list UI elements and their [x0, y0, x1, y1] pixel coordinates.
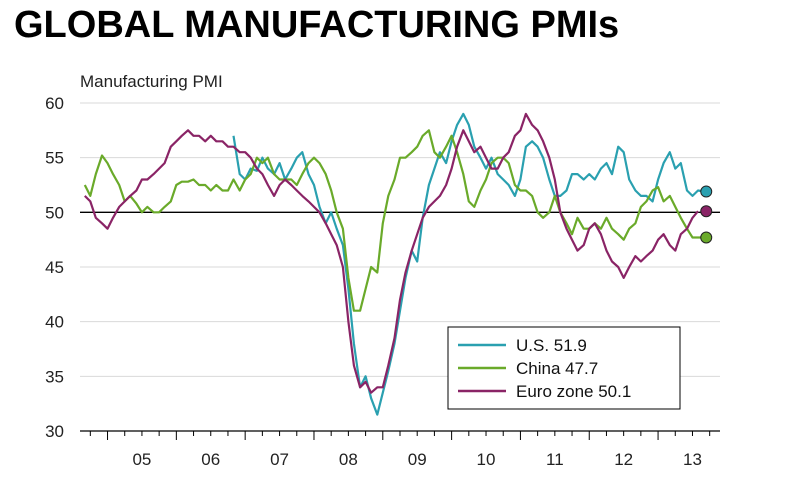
- y-tick-label-35: 35: [45, 367, 64, 386]
- end-markers: [700, 185, 713, 244]
- legend-label-2: Euro zone 50.1: [516, 382, 631, 401]
- y-tick-label-55: 55: [45, 149, 64, 168]
- x-tick-label-08: 08: [339, 450, 358, 469]
- y-tick-label-30: 30: [45, 422, 64, 441]
- x-tick-label-13: 13: [683, 450, 702, 469]
- series-line-0: [232, 112, 705, 416]
- y-axis-title: Manufacturing PMI: [80, 72, 223, 91]
- x-tick-label-12: 12: [614, 450, 633, 469]
- legend-label-1: China 47.7: [516, 359, 598, 378]
- series-line-2: [84, 112, 699, 394]
- y-tick-label-60: 60: [45, 94, 64, 113]
- end-marker-1: [700, 231, 713, 244]
- y-tick-label-40: 40: [45, 313, 64, 332]
- end-marker-0: [700, 185, 713, 198]
- x-tick-label-10: 10: [477, 450, 496, 469]
- legend: U.S. 51.9 China 47.7 Euro zone 50.1: [447, 326, 681, 410]
- x-tick-label-05: 05: [132, 450, 151, 469]
- x-tick-label-09: 09: [408, 450, 427, 469]
- x-tick-label-06: 06: [201, 450, 220, 469]
- y-tick-label-45: 45: [45, 258, 64, 277]
- y-axis-ticks: 30 35 40 45 50 55 60: [45, 94, 64, 441]
- legend-label-0: U.S. 51.9: [516, 336, 587, 355]
- x-tick-label-11: 11: [546, 450, 564, 469]
- y-tick-label-50: 50: [45, 203, 64, 222]
- x-axis: 05 06 07 08 09 10 11 12 13: [80, 430, 720, 469]
- x-tick-label-07: 07: [270, 450, 289, 469]
- series-line-1: [83, 129, 705, 312]
- series-lines: [83, 112, 705, 416]
- chart-title: GLOBAL MANUFACTURING PMIs: [14, 4, 620, 46]
- end-marker-2: [700, 205, 713, 218]
